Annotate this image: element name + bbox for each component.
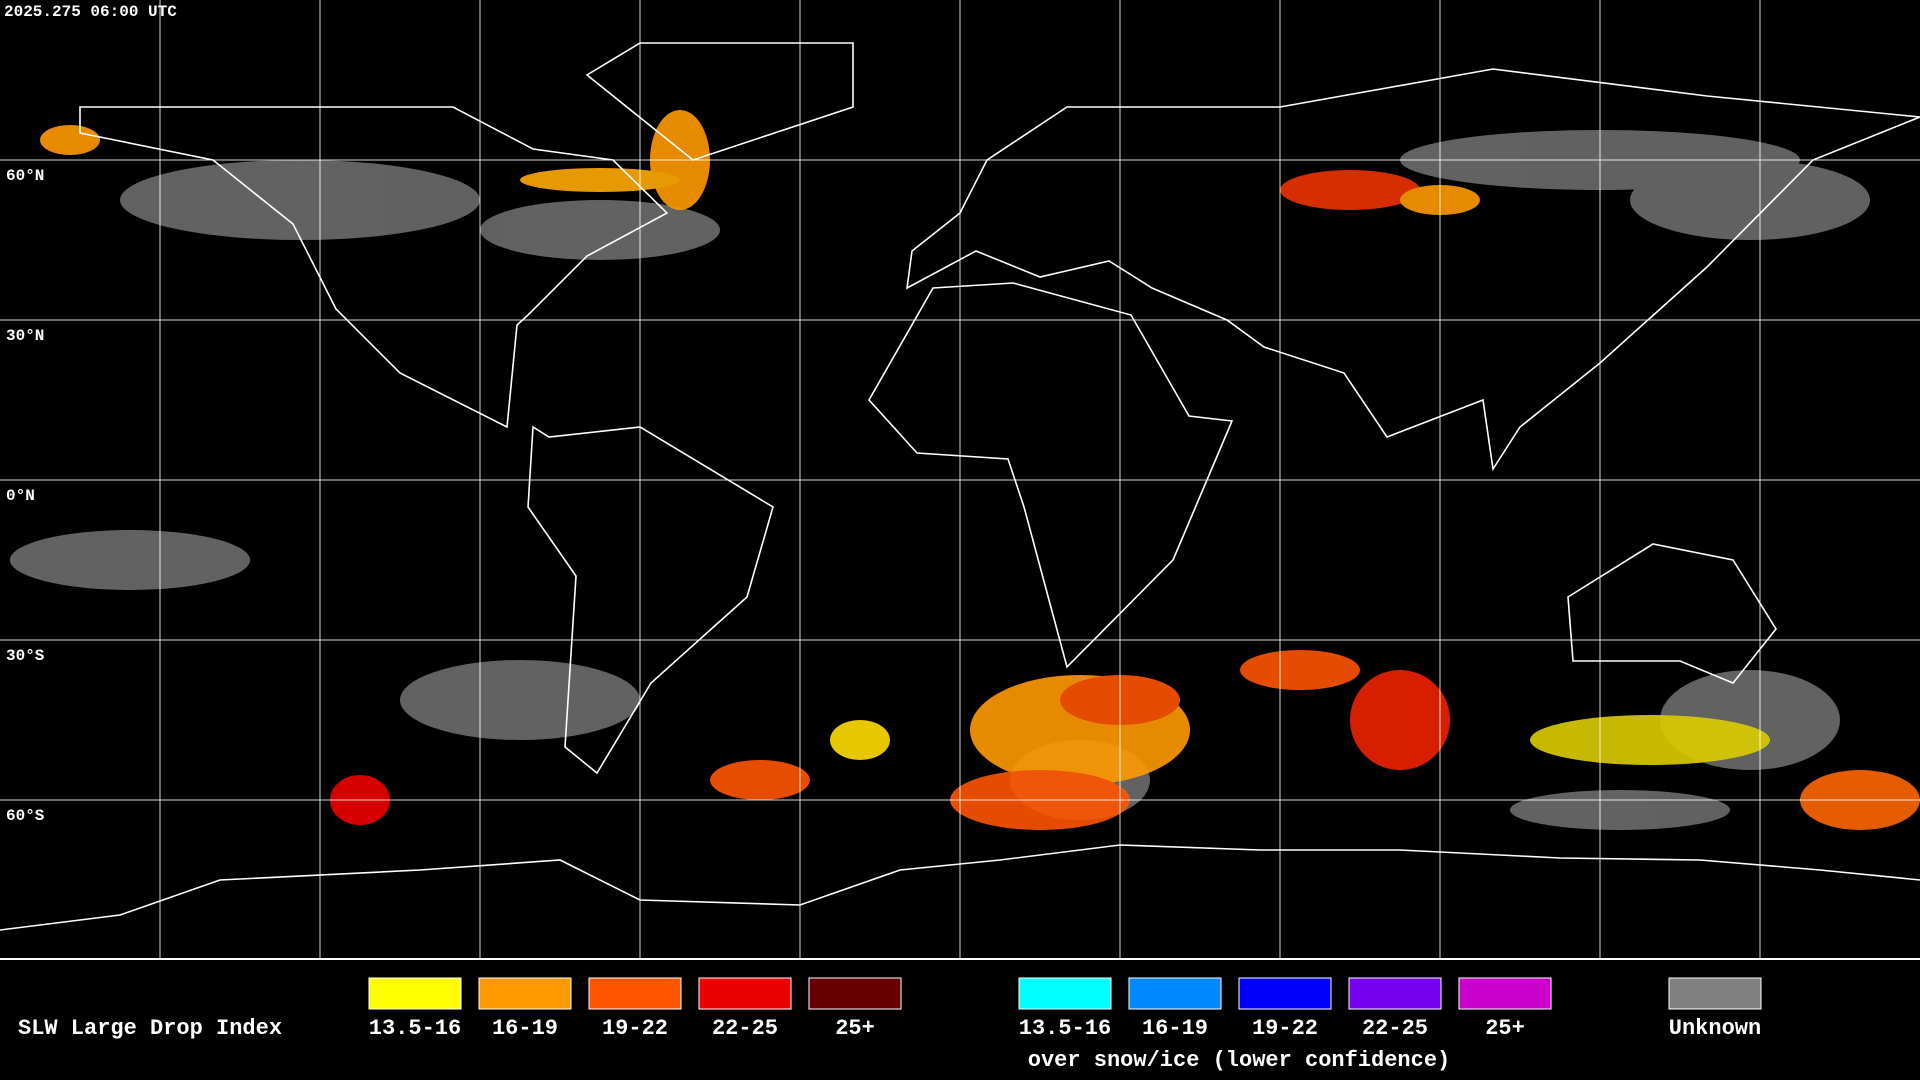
legend-label: 13.5-16 bbox=[369, 1016, 461, 1041]
legend-swatch bbox=[1128, 977, 1222, 1010]
legend-swatch bbox=[1458, 977, 1552, 1010]
legend: SLW Large Drop Index over snow/ice (lowe… bbox=[18, 977, 1762, 1073]
legend-label: 16-19 bbox=[492, 1016, 558, 1041]
legend-swatch bbox=[368, 977, 462, 1010]
legend-label: 22-25 bbox=[1362, 1016, 1428, 1041]
legend-swatch bbox=[1668, 977, 1762, 1010]
legend-label: Unknown bbox=[1669, 1016, 1761, 1041]
legend-label: 25+ bbox=[835, 1016, 875, 1041]
map-border bbox=[0, 958, 1920, 960]
legend-label: 16-19 bbox=[1142, 1016, 1208, 1041]
legend-label: 19-22 bbox=[602, 1016, 668, 1041]
legend-label: 22-25 bbox=[712, 1016, 778, 1041]
legend-label: 25+ bbox=[1485, 1016, 1525, 1041]
legend-swatch bbox=[1238, 977, 1332, 1010]
graticule bbox=[0, 0, 1920, 958]
latitude-label: 30°N bbox=[6, 327, 44, 345]
legend-title: SLW Large Drop Index bbox=[18, 1016, 282, 1041]
latitude-label: 30°S bbox=[6, 647, 45, 665]
legend-label: 19-22 bbox=[1252, 1016, 1318, 1041]
legend-swatch bbox=[588, 977, 682, 1010]
latitude-label: 0°N bbox=[6, 487, 35, 505]
legend-swatch bbox=[1018, 977, 1112, 1010]
legend-swatch bbox=[1348, 977, 1442, 1010]
legend-swatch bbox=[808, 977, 902, 1010]
legend-label: 13.5-16 bbox=[1019, 1016, 1111, 1041]
legend-swatch bbox=[478, 977, 572, 1010]
cloud-field bbox=[10, 110, 1920, 830]
latitude-label: 60°S bbox=[6, 807, 45, 825]
snow-caption: over snow/ice (lower confidence) bbox=[1028, 1048, 1450, 1073]
legend-swatch bbox=[698, 977, 792, 1010]
latitude-labels: 60°N 30°N 0°N 30°S 60°S bbox=[6, 167, 45, 825]
latitude-label: 60°N bbox=[6, 167, 44, 185]
timestamp: 2025.275 06:00 UTC bbox=[4, 3, 177, 21]
